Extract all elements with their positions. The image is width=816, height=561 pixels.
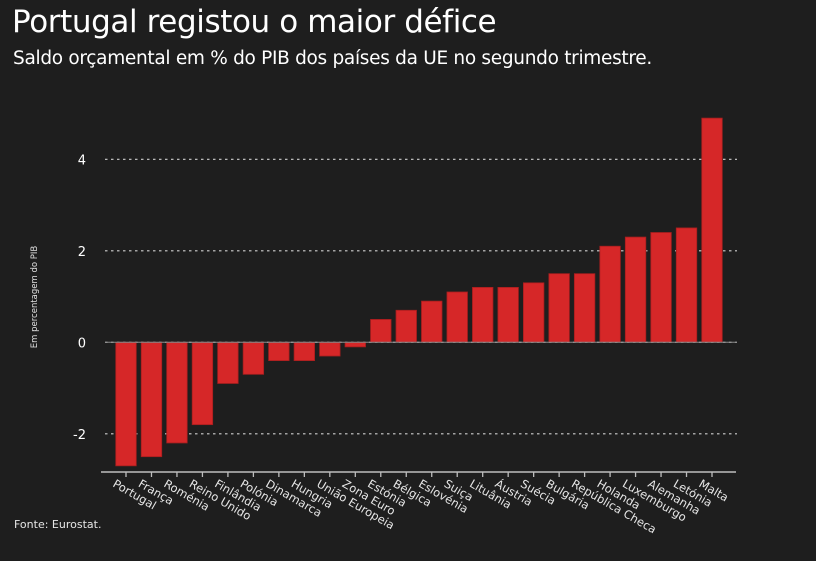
y-axis-label: Em percentagem do PIB <box>30 246 40 349</box>
bar-bulgária <box>548 273 570 343</box>
bar-suécia <box>523 282 545 343</box>
bar-letónia <box>675 227 698 343</box>
x-axis-ticks <box>125 472 713 477</box>
bar-estónia <box>370 319 392 343</box>
bar-hungria <box>293 341 315 361</box>
chart-subtitle: Saldo orçamental em % do PIB dos países … <box>13 48 652 69</box>
y-tick-label: -2 <box>73 428 86 443</box>
bar-roménia <box>166 341 188 444</box>
y-tick-label: 0 <box>78 336 86 351</box>
bar-república-checa <box>573 273 596 343</box>
bar-luxemburgo <box>624 236 647 343</box>
bar-áustria <box>497 286 519 343</box>
bar-portugal <box>115 341 137 467</box>
bar-holanda <box>599 245 621 343</box>
bar-união-europeia <box>319 341 341 357</box>
bar-lituânia <box>472 286 494 343</box>
bars <box>115 117 723 467</box>
bar-eslovénia <box>421 300 443 343</box>
y-tick-label: 2 <box>78 245 86 260</box>
bar-suiça <box>446 291 468 343</box>
bar-zona-euro <box>344 341 366 348</box>
chart-title: Portugal registou o maior défice <box>12 4 497 40</box>
bar-polónia <box>242 341 265 375</box>
bar-malta <box>701 117 723 343</box>
bar-alemanha <box>650 232 672 343</box>
bar-reino-unido <box>191 341 214 426</box>
y-tick-label: 4 <box>78 153 86 168</box>
bar-dinamarca <box>268 341 290 361</box>
y-axis-ticks: -2 0 2 4 <box>73 153 86 443</box>
bar-bélgica <box>395 309 417 343</box>
source-note: Fonte: Eurostat. <box>14 518 102 531</box>
bar-frança <box>140 341 163 458</box>
bar-finlândia <box>217 341 239 384</box>
